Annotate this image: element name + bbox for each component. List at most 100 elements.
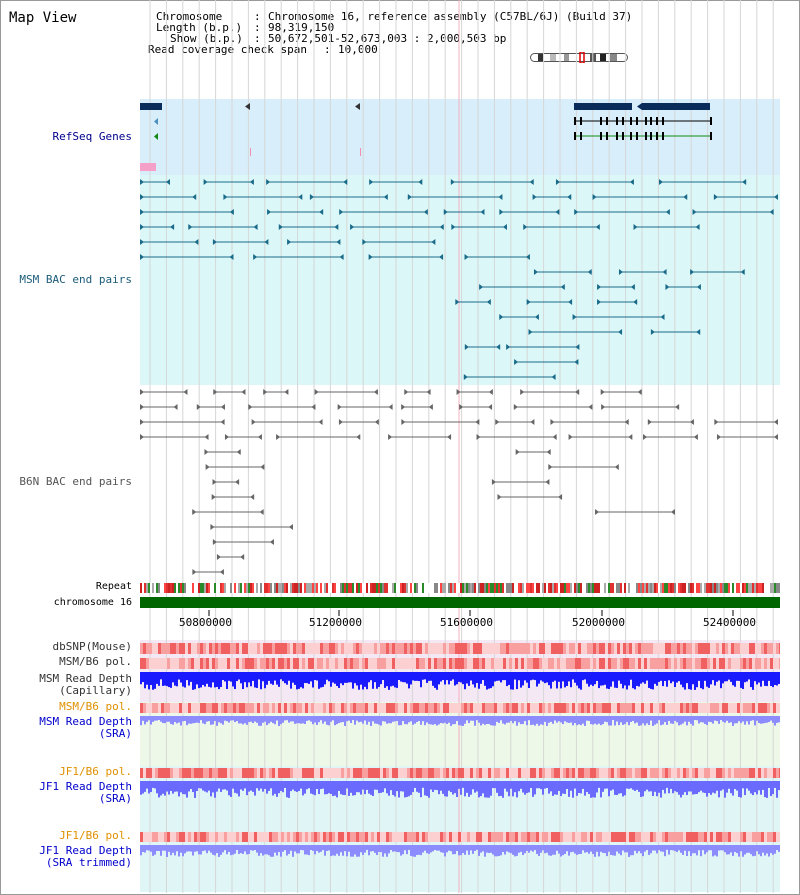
mark (618, 329, 623, 335)
repeat-element (158, 583, 160, 593)
jf1-pol-cell (203, 768, 206, 778)
jf1-depth-sra-bar (362, 781, 364, 790)
jf1-depth-trim-bar (684, 845, 686, 851)
jf1-depth-sra-bar (580, 781, 582, 794)
msm-depth-cap-bar (410, 672, 412, 685)
jf1-depth-trim-bar (744, 845, 746, 855)
msm-pol-cell (482, 658, 485, 669)
msm-depth-sra-bar (544, 716, 546, 722)
msm-pol2-cell (197, 703, 200, 713)
jf1-depth-trim-bar (446, 845, 448, 853)
mark (309, 194, 314, 200)
repeat-element (384, 583, 386, 593)
jf1-depth-trim-bar (704, 845, 706, 855)
dbsnp-cell (221, 643, 224, 654)
msm-bac-pair (592, 194, 688, 200)
msm-depth-cap-bar (270, 672, 272, 684)
msm-depth-sra-bar (590, 716, 592, 725)
msm-pol2-cell (722, 703, 725, 713)
jf1-pol-cell (737, 768, 740, 778)
msm-depth-cap-bar (484, 672, 486, 686)
b6n-bac-label[interactable]: B6N BAC end pairs (19, 475, 132, 488)
msm-depth-cap-bar (540, 672, 542, 681)
jf1-pol2-cell (428, 832, 431, 842)
jf1-depth-trim-bar (238, 845, 240, 854)
jf1-depth-trim-label[interactable]: JF1 Read Depth (SRA trimmed) (39, 845, 132, 869)
jf1-depth-trim-bar (230, 845, 232, 856)
jf1-pol-cell (290, 768, 293, 778)
mark (637, 389, 642, 395)
msm-pol2-cell (401, 703, 404, 713)
dbsnp-cell (329, 643, 332, 654)
jf1-depth-sra-bar (536, 781, 538, 789)
dbsnp-cell (263, 643, 266, 654)
jf1-depth-sra-bar (316, 781, 318, 789)
jf1-b6-pol2-label[interactable]: JF1/B6 pol. (59, 829, 132, 842)
jf1-depth-trim-bar (158, 845, 160, 852)
msm-b6-pol2-label[interactable]: MSM/B6 pol. (59, 700, 132, 713)
repeat-element (636, 583, 638, 593)
msm-depth-sra-bar (406, 716, 408, 725)
jf1-pol2-cell (224, 832, 227, 842)
msm-pol-cell (182, 658, 185, 669)
jf1-pol-cell (659, 768, 662, 778)
msm-depth-cap-bar (220, 672, 222, 687)
jf1-pol2-cell (293, 832, 296, 842)
jf1-depth-sra-bar (584, 781, 586, 796)
msm-depth-sra-bar (256, 716, 258, 723)
repeat-element (716, 583, 718, 593)
jf1-pol2-cell (698, 832, 701, 842)
msm-pol2-cell (275, 703, 278, 713)
jf1-b6-pol-label[interactable]: JF1/B6 pol. (59, 765, 132, 778)
msm-pol2-cell (437, 703, 440, 713)
msm-depth-sra-bar (638, 716, 640, 726)
track-canvas[interactable] (140, 0, 780, 893)
msm-depth-sra-bar (244, 716, 246, 724)
msm-bac-label[interactable]: MSM BAC end pairs (19, 273, 132, 286)
msm-pol2-cell (308, 703, 311, 713)
msm-depth-sra-label[interactable]: MSM Read Depth (SRA) (39, 716, 132, 740)
msm-depth-sra-bar (212, 716, 214, 725)
msm-depth-cap-bar (168, 672, 170, 688)
jf1-depth-trim-bar (700, 845, 702, 857)
msm-b6-pol-label[interactable]: MSM/B6 pol. (59, 655, 132, 668)
dbsnp-label[interactable]: dbSNP(Mouse) (52, 640, 132, 653)
msm-depth-sra-bar (252, 716, 254, 724)
jf1-depth-sra-bar (588, 781, 590, 795)
msm-depth-cap-bar (594, 672, 596, 685)
jf1-depth-sra-label[interactable]: JF1 Read Depth (SRA) (39, 781, 132, 805)
repeat-element (304, 583, 306, 593)
jf1-depth-trim-bar (496, 845, 498, 857)
jf1-depth-sra-bar (414, 781, 416, 788)
jf1-pol2-cell (566, 832, 569, 842)
jf1-depth-sra-bar (704, 781, 706, 794)
msm-pol-cell (440, 658, 443, 669)
jf1-pol2-cell (668, 832, 671, 842)
refseq-label[interactable]: RefSeq Genes (52, 130, 132, 143)
msm-depth-cap-bar (766, 672, 768, 687)
repeat-element (156, 583, 158, 593)
msm-pol2-cell (656, 703, 659, 713)
msm-depth-sra-bar (508, 716, 510, 723)
msm-pol-cell (641, 658, 644, 669)
msm-bac-pair (618, 269, 667, 275)
jf1-depth-sra-bar (622, 781, 624, 797)
msm-pol2-cell (701, 703, 704, 713)
msm-pol-cell (188, 658, 191, 669)
msm-depth-cap-label[interactable]: MSM Read Depth (Capillary) (39, 673, 132, 697)
jf1-depth-sra-bar (518, 781, 520, 792)
jf1-pol-cell (608, 768, 611, 778)
dbsnp-cell (638, 643, 641, 654)
msm-depth-cap-bar (404, 672, 406, 683)
jf1-depth-sra-bar (432, 781, 434, 792)
mark (717, 434, 722, 440)
msm-pol2-cell (527, 703, 530, 713)
repeat-element (342, 583, 344, 593)
dbsnp-cell (371, 643, 374, 654)
jf1-depth-trim-bar (716, 845, 718, 857)
jf1-depth-sra-bar (152, 781, 154, 788)
jf1-pol2-cell (338, 832, 341, 842)
msm-pol-cell (650, 658, 653, 669)
msm-depth-sra-bar (566, 716, 568, 723)
jf1-pol2-cell (500, 832, 503, 842)
